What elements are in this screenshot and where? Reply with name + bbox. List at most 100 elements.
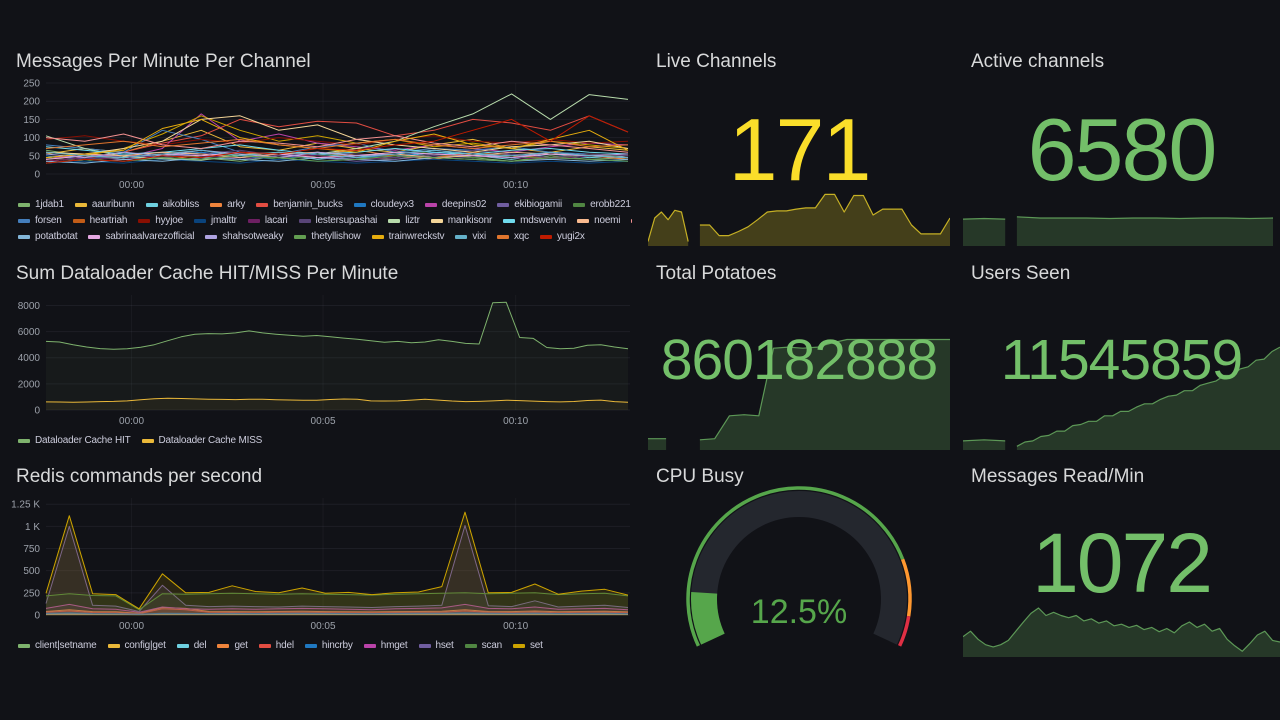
dataloader-svg: 0 2000 4000 6000 8000 00:00 00:05 00:10: [18, 295, 630, 427]
users-seen-value: 11545859: [1000, 328, 1243, 392]
legend-label: hmget: [380, 640, 408, 651]
legend-item-aauribunn[interactable]: aauribunn: [74, 197, 135, 211]
legend-label: hset: [435, 640, 454, 651]
svg-text:00:05: 00:05: [311, 180, 336, 191]
cpu-busy-gauge: [679, 485, 919, 657]
legend-item-client|setname[interactable]: client|setname: [18, 638, 97, 652]
legend-label: hyyjoe: [155, 215, 183, 226]
legend-label: mankisonr: [447, 215, 493, 226]
svg-text:00:10: 00:10: [503, 621, 528, 632]
legend-row: 1jdab1 aauribunn aikobliss arky benjamin_buc…: [18, 195, 632, 211]
legend-item-lacari[interactable]: lacari: [247, 213, 288, 227]
legend-item-Dataloader Cache MISS[interactable]: Dataloader Cache MISS: [141, 433, 263, 447]
dataloader-chart-canvas[interactable]: 0 2000 4000 6000 8000 00:00 00:05 00:10: [8, 291, 632, 427]
legend-item-potatbotat[interactable]: potatbotat: [18, 229, 78, 243]
legend-item-jmalttr[interactable]: jmalttr: [193, 213, 237, 227]
legend-item-hincrby[interactable]: hincrby: [304, 638, 353, 652]
legend-item-arky[interactable]: arky: [210, 197, 245, 211]
legend-swatch: [464, 644, 477, 648]
legend-item-hyyjoe[interactable]: hyyjoe: [138, 213, 183, 227]
panel-title-active-channels[interactable]: Active channels: [971, 51, 1105, 72]
legend-item-benjamin_bucks[interactable]: benjamin_bucks: [256, 197, 343, 211]
legend-item-Dataloader Cache HIT[interactable]: Dataloader Cache HIT: [18, 433, 131, 447]
redis-legend: client|setname config|get del get hdel hincrb…: [8, 632, 632, 652]
legend-item-hmget[interactable]: hmget: [363, 638, 408, 652]
svg-text:200: 200: [23, 97, 40, 108]
active-channels-value: 6580: [1027, 100, 1218, 199]
legend-item-yugi2x[interactable]: yugi2x: [539, 229, 585, 243]
legend-label: Dataloader Cache MISS: [158, 435, 263, 446]
legend-item-set[interactable]: set: [512, 638, 543, 652]
legend-swatch: [256, 203, 269, 207]
legend-item-hdel[interactable]: hdel: [258, 638, 294, 652]
panel-total-potatoes: Total Potatoes 860182888: [648, 252, 950, 450]
messages-chart-canvas[interactable]: 0 50 100 150 200 250 00:00 00:05 00:10: [8, 79, 632, 191]
active_channels-spark-svg: [962, 216, 1274, 246]
legend-item-cloudeyx3[interactable]: cloudeyx3: [353, 197, 414, 211]
legend-item-vixi[interactable]: vixi: [455, 229, 486, 243]
active-channels-sparkline: [962, 184, 1280, 246]
redis-svg: 0 250 500 750 1 K 1.25 K 00:00 00:05 00:10: [11, 498, 630, 632]
redis-chart-canvas[interactable]: 0 250 500 750 1 K 1.25 K 00:00 00:05 00:10: [8, 494, 632, 632]
svg-text:0: 0: [34, 406, 40, 417]
legend-item-shahsotweaky[interactable]: shahsotweaky: [205, 229, 283, 243]
legend-item-xqc[interactable]: xqc: [496, 229, 529, 243]
panel-title-redis[interactable]: Redis commands per second: [16, 466, 263, 487]
legend-item-1jdab1[interactable]: 1jdab1: [18, 197, 64, 211]
legend-item-hset[interactable]: hset: [418, 638, 454, 652]
legend-label: Dataloader Cache HIT: [35, 435, 131, 446]
legend-item-del[interactable]: del: [176, 638, 207, 652]
legend-item-erobb221[interactable]: erobb221: [573, 197, 631, 211]
legend-swatch: [424, 203, 437, 207]
legend-swatch: [363, 644, 376, 648]
panel-title-total-potatoes[interactable]: Total Potatoes: [656, 263, 777, 284]
legend-item-deepins02[interactable]: deepins02: [424, 197, 486, 211]
legend-label: lestersupashai: [315, 215, 378, 226]
panel-title-users-seen[interactable]: Users Seen: [971, 263, 1071, 284]
svg-text:250: 250: [23, 588, 40, 599]
legend-label: heartriah: [89, 215, 128, 226]
legend-swatch: [503, 219, 516, 223]
panel-title-dataloader[interactable]: Sum Dataloader Cache HIT/MISS Per Minute: [16, 263, 399, 284]
legend-item-noemi[interactable]: noemi: [577, 213, 621, 227]
legend-item-trainwreckstv[interactable]: trainwreckstv: [371, 229, 445, 243]
live_channels-spark-svg: [647, 193, 951, 246]
legend-item-mdswervin[interactable]: mdswervin: [503, 213, 566, 227]
legend-item-liztr[interactable]: liztr: [388, 213, 420, 227]
legend-label: 1jdab1: [35, 199, 64, 210]
legend-label: benjamin_bucks: [273, 199, 343, 210]
legend-item-config|get[interactable]: config|get: [107, 638, 166, 652]
legend-item-scan[interactable]: scan: [464, 638, 503, 652]
legend-item-ekibiogamii[interactable]: ekibiogamii: [497, 197, 562, 211]
legend-item-get[interactable]: get: [217, 638, 248, 652]
legend-item-aikobliss[interactable]: aikobliss: [145, 197, 199, 211]
legend-item-forsen[interactable]: forsen: [18, 213, 62, 227]
legend-swatch: [304, 644, 317, 648]
legend-item-thetyllishow[interactable]: thetyllishow: [294, 229, 361, 243]
legend-label: set: [529, 640, 543, 651]
legend-label: get: [234, 640, 248, 651]
svg-text:150: 150: [23, 115, 40, 126]
legend-label: sabrinaalvarezofficial: [105, 231, 195, 242]
messages-read-value: 1072: [1032, 516, 1213, 610]
legend-label: scan: [481, 640, 503, 651]
legend-swatch: [577, 219, 590, 223]
panel-title-live-channels[interactable]: Live Channels: [656, 51, 777, 72]
panel-title-messages-read[interactable]: Messages Read/Min: [971, 466, 1145, 487]
panel-messages-per-minute: Messages Per Minute Per Channel 0 50 100 15…: [8, 40, 632, 248]
legend-item-lestersupashai[interactable]: lestersupashai: [298, 213, 378, 227]
svg-text:0: 0: [34, 611, 40, 622]
legend-label: forsen: [35, 215, 62, 226]
legend-item-sabrinaalvarezofficial[interactable]: sabrinaalvarezofficial: [88, 229, 194, 243]
legend-swatch: [18, 439, 30, 443]
legend-item-heartriah[interactable]: heartriah: [72, 213, 128, 227]
legend-label: noemi: [594, 215, 621, 226]
legend-item-mankisonr[interactable]: mankisonr: [430, 213, 493, 227]
panel-title-cpu-busy[interactable]: CPU Busy: [656, 466, 744, 487]
svg-text:00:05: 00:05: [311, 621, 336, 632]
legend-label: aauribunn: [91, 199, 135, 210]
legend-item-nymn[interactable]: nymn: [631, 213, 632, 227]
panel-title-messages[interactable]: Messages Per Minute Per Channel: [16, 51, 311, 72]
svg-text:00:00: 00:00: [119, 180, 144, 191]
